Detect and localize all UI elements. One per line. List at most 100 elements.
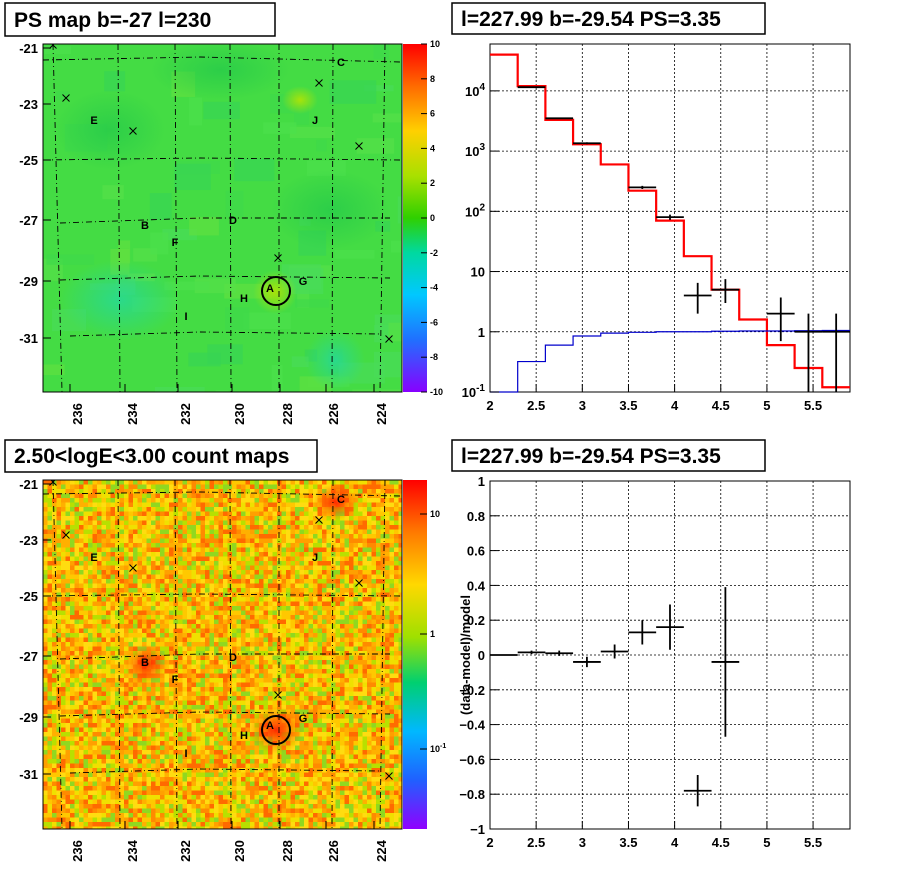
count-map-pixel <box>74 525 80 530</box>
count-map-pixel <box>70 669 75 674</box>
count-map-pixel <box>110 628 116 634</box>
count-map-pixel <box>322 601 327 607</box>
count-map-pixel <box>56 615 62 620</box>
count-map-pixel <box>151 705 156 710</box>
count-map-pixel <box>245 615 251 620</box>
count-map-pixel <box>169 520 174 526</box>
count-map-pixel <box>182 655 188 661</box>
count-map-pixel <box>290 628 296 634</box>
count-map-pixel <box>385 619 390 625</box>
count-map-pixel <box>146 696 152 701</box>
count-map-pixel <box>43 520 48 526</box>
count-map-pixel <box>196 574 201 580</box>
count-map-pixel <box>169 516 174 521</box>
count-map-pixel <box>241 741 246 746</box>
count-map-pixel <box>74 745 80 751</box>
count-map-pixel <box>146 493 152 499</box>
count-map-pixel <box>47 633 53 638</box>
count-map-pixel <box>191 570 197 575</box>
count-map-pixel <box>133 480 138 485</box>
count-map-pixel <box>196 493 201 499</box>
count-map-pixel <box>308 556 314 562</box>
count-map-pixel <box>173 646 179 652</box>
count-map-pixel <box>47 732 53 737</box>
ps-texture-patch <box>43 364 65 376</box>
count-map-pixel <box>295 633 300 638</box>
count-map-pixel <box>173 732 179 737</box>
count-map-pixel <box>110 660 116 665</box>
count-map-pixel <box>389 700 395 706</box>
count-map-pixel <box>142 691 147 697</box>
count-map-pixel <box>214 601 219 607</box>
count-map-pixel <box>290 678 296 683</box>
count-map-pixel <box>164 520 170 526</box>
count-map-pixel <box>205 556 210 562</box>
count-map-pixel <box>218 588 224 593</box>
count-map-pixel <box>367 709 372 715</box>
count-map-pixel <box>115 498 120 503</box>
count-map-pixel <box>74 700 80 706</box>
count-map-pixel <box>209 723 215 728</box>
count-map-pixel <box>146 574 152 580</box>
count-map-pixel <box>43 628 48 634</box>
count-map-pixel <box>268 651 273 656</box>
count-map-pixel <box>205 700 210 706</box>
count-map-pixel <box>101 601 107 607</box>
count-map-pixel <box>155 511 161 517</box>
count-map-pixel <box>200 480 206 485</box>
count-map-pixel <box>394 507 399 512</box>
count-map-pixel <box>344 646 350 652</box>
count-map-pixel <box>214 502 219 508</box>
count-map-pixel <box>304 696 309 701</box>
map-x-tick-label: 230 <box>232 403 247 425</box>
count-map-pixel <box>277 489 282 494</box>
count-map-pixel <box>245 741 251 746</box>
count-map-pixel <box>353 534 359 539</box>
count-map-pixel <box>110 745 116 751</box>
count-map-pixel <box>268 678 273 683</box>
count-map-pixel <box>344 732 350 737</box>
count-map-pixel <box>47 682 53 688</box>
count-map-pixel <box>241 574 246 580</box>
count-map-pixel <box>52 714 57 719</box>
count-map-pixel <box>331 538 336 544</box>
count-map-pixel <box>358 543 363 548</box>
count-map-pixel <box>394 484 399 490</box>
count-map-pixel <box>142 574 147 580</box>
count-map-pixel <box>52 493 57 499</box>
count-map-pixel <box>376 606 381 611</box>
count-map-pixel <box>362 696 368 701</box>
count-map-pixel <box>70 646 75 652</box>
count-map-pixel <box>263 678 269 683</box>
count-map-pixel <box>268 696 273 701</box>
count-map-pixel <box>115 484 120 490</box>
count-map-pixel <box>151 597 156 602</box>
count-map-pixel <box>349 709 354 715</box>
count-map-pixel <box>299 597 305 602</box>
count-map-pixel <box>52 525 57 530</box>
count-map-pixel <box>236 732 242 737</box>
count-map-pixel <box>124 615 129 620</box>
count-map-pixel <box>313 588 318 593</box>
count-map-pixel <box>88 525 93 530</box>
count-map-pixel <box>376 610 381 616</box>
count-map-pixel <box>214 624 219 629</box>
count-map-pixel <box>335 561 341 566</box>
count-map-pixel <box>92 745 98 751</box>
count-map-pixel <box>173 628 179 634</box>
count-map-pixel <box>173 588 179 593</box>
count-map-pixel <box>88 565 93 571</box>
count-map-pixel <box>205 718 210 724</box>
count-map-pixel <box>313 511 318 517</box>
count-map-pixel <box>191 574 197 580</box>
count-map-pixel <box>290 651 296 656</box>
count-map-pixel <box>164 651 170 656</box>
count-map-pixel <box>263 493 269 499</box>
count-map-pixel <box>124 705 129 710</box>
count-map-pixel <box>272 538 278 544</box>
count-map-pixel <box>178 561 183 566</box>
count-map-pixel <box>119 745 125 751</box>
count-map-pixel <box>92 633 98 638</box>
count-map-pixel <box>272 498 278 503</box>
count-map-pixel <box>178 700 183 706</box>
